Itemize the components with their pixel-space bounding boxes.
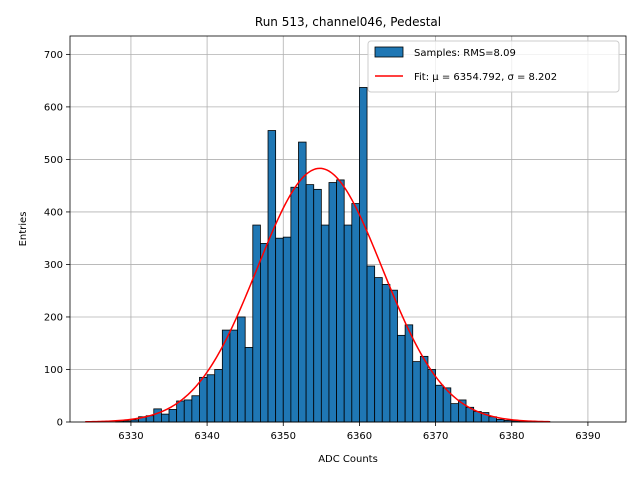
x-tick-label: 6370 xyxy=(423,431,448,442)
x-tick-label: 6390 xyxy=(575,431,600,442)
plot-frame xyxy=(69,35,627,423)
histogram-bar xyxy=(244,347,254,423)
histogram-bar xyxy=(160,413,170,423)
histogram-bar xyxy=(206,374,216,423)
y-tick-label: 500 xyxy=(44,155,63,166)
histogram-bar xyxy=(282,236,292,423)
histogram-bar xyxy=(252,224,261,423)
histogram-bar xyxy=(183,399,193,423)
histogram-bar xyxy=(328,182,337,423)
histogram-bar xyxy=(305,184,315,423)
legend: Samples: RMS=8.09 Fit: μ = 6354.792, σ =… xyxy=(367,40,620,93)
y-tick-label: 700 xyxy=(44,50,63,61)
gaussian-fit-line xyxy=(85,167,550,423)
legend-histogram-swatch xyxy=(374,46,404,58)
histogram-bar xyxy=(336,179,345,423)
histogram-bar xyxy=(199,376,208,423)
histogram-bar xyxy=(290,186,299,423)
histogram-bar xyxy=(351,203,360,423)
x-axis-ticks: 6330 6340 6350 6360 6370 6380 6390 xyxy=(118,422,601,442)
legend-fit-label: Fit: μ = 6354.792, σ = 8.202 xyxy=(414,72,557,83)
histogram-bar xyxy=(176,400,185,423)
histogram-bar xyxy=(397,334,406,423)
y-axis-label: Entries xyxy=(18,212,29,247)
y-tick-label: 300 xyxy=(44,260,63,271)
x-tick-label: 6350 xyxy=(271,431,296,442)
histogram-bar xyxy=(435,384,444,423)
x-tick-label: 6360 xyxy=(347,431,372,442)
histogram-bar xyxy=(191,395,200,423)
histogram-bar xyxy=(229,329,238,423)
x-axis-label: ADC Counts xyxy=(318,454,378,465)
histogram-bar xyxy=(267,130,277,423)
histogram-bar xyxy=(343,224,353,423)
legend-histogram-label: Samples: RMS=8.09 xyxy=(414,48,516,59)
histogram-bar xyxy=(153,408,162,423)
histogram-bar xyxy=(214,369,223,423)
histogram-bar xyxy=(275,237,284,423)
histogram-bar xyxy=(374,277,383,423)
chart-title: Run 513, channel046, Pedestal xyxy=(255,15,441,29)
histogram-bar xyxy=(412,361,421,423)
histogram-bar xyxy=(237,316,246,423)
histogram-bar xyxy=(298,141,307,423)
y-tick-label: 600 xyxy=(44,102,63,113)
x-tick-label: 6380 xyxy=(499,431,524,442)
histogram-bar xyxy=(168,408,178,423)
histogram-bar xyxy=(450,403,459,423)
x-tick-label: 6330 xyxy=(118,431,143,442)
x-tick-label: 6340 xyxy=(194,431,219,442)
legend-box xyxy=(367,40,620,93)
histogram-bar xyxy=(320,224,330,423)
histogram-bar xyxy=(381,284,391,423)
histogram-bar xyxy=(313,188,322,423)
histogram-bar xyxy=(427,369,436,423)
histogram-bar xyxy=(366,265,376,423)
histogram-bar xyxy=(389,289,398,423)
histogram-bar xyxy=(419,355,429,423)
y-tick-label: 0 xyxy=(57,418,63,429)
y-tick-label: 200 xyxy=(44,312,63,323)
histogram-bar xyxy=(260,243,269,423)
y-tick-label: 100 xyxy=(44,365,63,376)
histogram-bar xyxy=(404,324,414,423)
y-tick-label: 400 xyxy=(44,207,63,218)
y-axis-ticks: 0 100 200 300 400 500 600 700 xyxy=(44,50,70,429)
histogram-bar xyxy=(359,87,368,423)
